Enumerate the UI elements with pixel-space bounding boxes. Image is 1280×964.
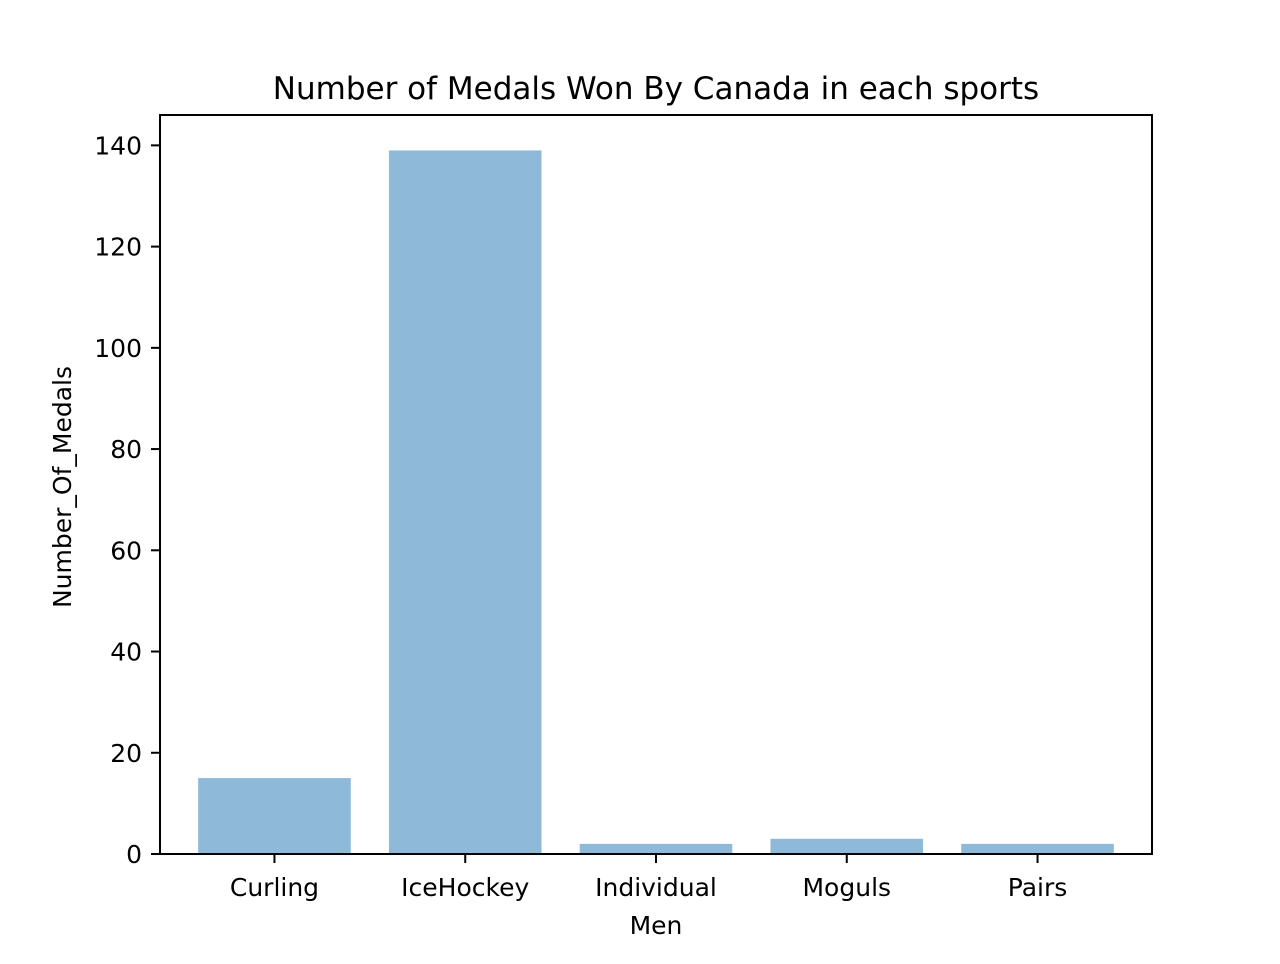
y-tick-label: 40 <box>110 638 142 667</box>
plot-frame <box>159 114 1153 855</box>
x-tick-label: Moguls <box>802 873 891 902</box>
x-tick-label: Individual <box>595 873 717 902</box>
y-axis-label: Number_Of_Medals <box>48 366 77 608</box>
chart-title: Number of Medals Won By Canada in each s… <box>273 71 1039 107</box>
y-tick-label: 120 <box>94 233 142 262</box>
bar-icehockey <box>388 150 542 854</box>
y-tick-label: 100 <box>94 334 142 363</box>
y-tick-label: 140 <box>94 131 142 160</box>
x-tick-label: IceHockey <box>401 873 529 902</box>
x-tick-label: Curling <box>230 873 319 902</box>
bars-group <box>198 150 1114 854</box>
x-axis: Curling IceHockey Individual Moguls Pairs <box>230 854 1067 902</box>
y-tick-label: 80 <box>110 435 142 464</box>
bar-pairs <box>961 843 1114 854</box>
x-axis-label: Men <box>630 911 683 940</box>
bar-curling <box>198 778 351 854</box>
y-tick-label: 60 <box>110 536 142 565</box>
y-tick-label: 0 <box>126 840 142 869</box>
bar-individual <box>579 843 733 854</box>
y-tick-label: 20 <box>110 739 142 768</box>
y-axis: 0 20 40 60 80 100 120 140 <box>94 131 160 869</box>
bar-moguls <box>770 838 924 854</box>
x-tick-label: Pairs <box>1008 873 1068 902</box>
